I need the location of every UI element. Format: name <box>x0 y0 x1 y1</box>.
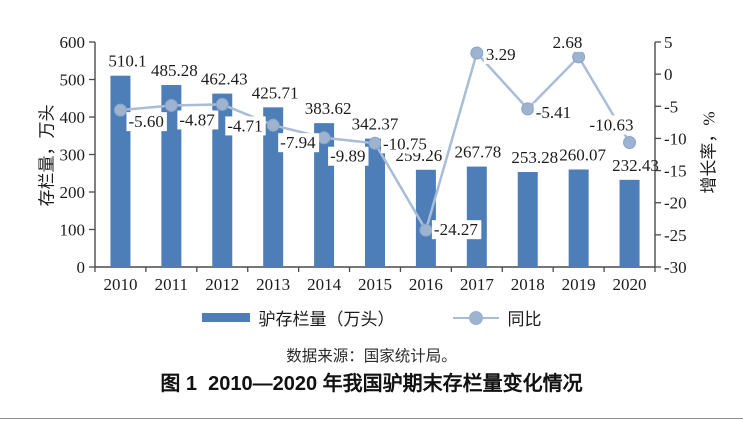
x-axis-label-2019: 2019 <box>562 275 596 294</box>
line-label-bg <box>483 44 519 64</box>
line-label-bg <box>550 32 586 52</box>
bar-2016 <box>415 169 436 267</box>
bar-label-2013: 425.71 <box>252 83 299 102</box>
line-label-bg <box>278 133 320 153</box>
bar-2017 <box>466 166 487 267</box>
line-marker-2013 <box>266 118 280 132</box>
line-marker-2014 <box>317 131 331 145</box>
right-axis-tick-label--25: -25 <box>664 226 687 245</box>
x-axis-label-2012: 2012 <box>205 275 239 294</box>
line-label-2017: 3.29 <box>486 45 516 64</box>
right-axis-tick-label--30: -30 <box>664 258 687 277</box>
x-axis-label-2010: 2010 <box>103 275 137 294</box>
line-label-bg <box>431 220 482 240</box>
x-axis-label-2017: 2017 <box>460 275 495 294</box>
line-label-2014: -9.89 <box>330 147 365 166</box>
x-axis-label-2020: 2020 <box>613 275 647 294</box>
line-label-bg <box>587 115 637 135</box>
bar-label-2017: 267.78 <box>454 143 501 162</box>
right-axis-tick-label-0: 0 <box>664 65 673 84</box>
line-label-bg <box>533 102 575 122</box>
x-axis-label-2018: 2018 <box>511 275 545 294</box>
chart-plot: 0 100 200 300 400 500 600 -30 -25 -20 -15 -10 -5 0 5 20… <box>60 32 687 294</box>
line-label-2012: -4.71 <box>227 116 262 135</box>
bar-label-2019: 260.07 <box>559 145 606 164</box>
left-axis-tick-label-400: 400 <box>60 108 86 127</box>
line-label-bg <box>328 146 369 166</box>
legend-line-marker-icon <box>468 310 483 325</box>
x-axis-label-2013: 2013 <box>256 275 290 294</box>
legend: 驴存栏量（万头） 同比 <box>0 305 743 330</box>
line-label-bg <box>381 134 430 154</box>
line-marker-2017 <box>470 46 484 60</box>
right-axis-tick-label-5: 5 <box>664 33 673 52</box>
bar-2020 <box>619 179 640 267</box>
legend-line-label: 同比 <box>507 310 542 329</box>
line-marker-2015 <box>368 136 382 150</box>
left-axis-tick-label-300: 300 <box>60 146 86 165</box>
line-label-2020: -10.63 <box>590 115 634 134</box>
bar-2012 <box>212 93 233 268</box>
right-axis-tick-label--10: -10 <box>664 129 687 148</box>
bar-2015 <box>365 138 385 267</box>
bar-label-2018: 253.28 <box>511 148 558 167</box>
line-marker-2020 <box>623 135 637 149</box>
line-label-2013: -7.94 <box>280 133 316 152</box>
line-label-bg <box>126 112 167 132</box>
right-axis-tick-label--5: -5 <box>664 97 678 116</box>
line-label-2018: -5.41 <box>536 103 571 122</box>
bar-label-2011: 485.28 <box>151 61 198 80</box>
line-label-2011: -4.87 <box>179 110 215 129</box>
line-marker-2010 <box>113 103 127 117</box>
bar-2010 <box>110 75 131 268</box>
line-marker-2012 <box>215 97 229 111</box>
line-label-2010: -5.60 <box>128 112 163 131</box>
left-axis-tick-label-200: 200 <box>60 183 86 202</box>
left-axis-tick-label-500: 500 <box>60 71 86 90</box>
left-axis-tick-label-100: 100 <box>60 221 86 240</box>
bar-label-2014: 383.62 <box>305 99 352 118</box>
line-marker-2019 <box>572 50 586 64</box>
legend-line-swatch-icon <box>452 310 499 325</box>
bar-label-2020: 232.43 <box>612 156 659 175</box>
right-axis-tick-label--15: -15 <box>664 162 687 181</box>
line-marker-2016 <box>419 223 433 237</box>
right-axis-tick-label--20: -20 <box>664 194 687 213</box>
left-axis-tick-label-0: 0 <box>77 258 86 277</box>
line-label-bg <box>177 110 219 130</box>
bar-label-2010: 510.1 <box>108 52 146 71</box>
bar-label-2015: 342.37 <box>352 115 399 134</box>
bottom-divider <box>0 418 743 419</box>
line-label-2015: -10.75 <box>383 134 427 153</box>
x-axis-label-2016: 2016 <box>409 275 443 294</box>
line-label-2016: -24.27 <box>434 220 478 239</box>
line-marker-2011 <box>164 98 178 112</box>
legend-bar-label: 驴存栏量（万头） <box>258 310 395 329</box>
x-axis-label-2015: 2015 <box>358 275 392 294</box>
line-label-bg <box>225 116 266 136</box>
figure-caption: 图 1 2010—2020 年我国驴期末存栏量变化情况 <box>160 373 583 395</box>
line-label-2019: 2.68 <box>553 33 583 52</box>
bar-label-2012: 462.43 <box>201 70 248 89</box>
line-marker-2018 <box>521 102 535 116</box>
left-axis-tick-label-600: 600 <box>60 33 86 52</box>
source-note: 数据来源：国家统计局。 <box>286 348 457 365</box>
x-axis-label-2011: 2011 <box>155 275 188 294</box>
x-axis-label-2014: 2014 <box>307 275 342 294</box>
bar-2019 <box>568 169 589 267</box>
legend-bar-swatch-icon <box>201 313 250 322</box>
bar-2018 <box>517 172 538 267</box>
